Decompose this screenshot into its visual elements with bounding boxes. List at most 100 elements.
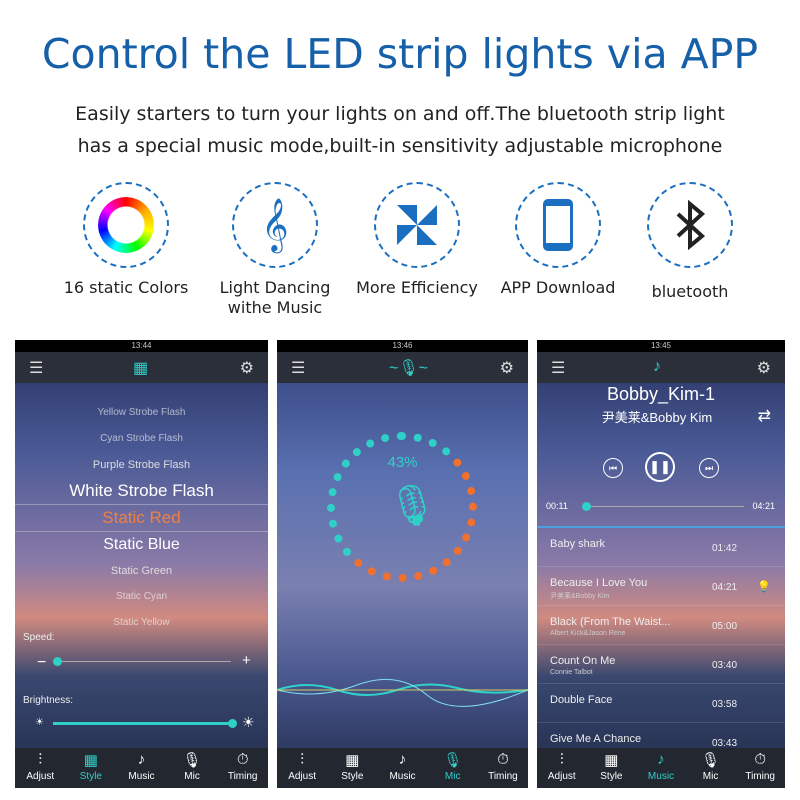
color-ring-icon xyxy=(98,197,154,253)
feature-colors: 16 static Colors xyxy=(56,182,196,298)
style-option[interactable]: White Strobe Flash xyxy=(69,481,214,500)
song-title: Because I Love You xyxy=(550,577,648,589)
music-icon: ♪ xyxy=(653,358,661,375)
song-title: Double Face xyxy=(550,694,613,706)
song-row[interactable]: Black (From The Waist... Albert Kick&Jas… xyxy=(537,606,785,645)
tab-bar: ⫶ Adjust ▦ Style ♪ Music 🎙 Mic ⏱ Timing xyxy=(277,748,528,788)
pinwheel-icon xyxy=(397,205,437,245)
tab-adjust[interactable]: ⫶ Adjust xyxy=(537,748,587,788)
mic-level-value: 43% xyxy=(387,454,418,471)
style-option[interactable]: Cyan Strobe Flash xyxy=(100,433,183,444)
brightness-high-icon: ☀ xyxy=(242,714,255,730)
pause-button[interactable]: ❚❚ xyxy=(645,452,675,482)
tab-bar: ⫶ Adjust ▦ Style ♪ Music 🎙 Mic ⏱ Timing xyxy=(537,748,785,788)
next-button[interactable]: ⏭ xyxy=(699,458,719,478)
style-option[interactable]: Static Blue xyxy=(103,536,180,553)
microphone-icon[interactable]: 🎙 xyxy=(387,484,438,528)
tab-mic[interactable]: 🎙 Mic xyxy=(686,748,736,788)
tab-mic[interactable]: 🎙 Mic xyxy=(428,748,478,788)
song-artist: 尹美莱&Bobby Kim xyxy=(550,593,610,600)
tab-bar: ⫶ Adjust ▦ Style ♪ Music 🎙 Mic ⏱ Timing xyxy=(15,748,268,788)
music-icon: ♪ xyxy=(657,751,665,768)
tab-music[interactable]: ♪ Music xyxy=(377,748,427,788)
tab-adjust[interactable]: ⫶ Adjust xyxy=(277,748,327,788)
brightness-thumb[interactable] xyxy=(228,719,237,728)
menu-icon[interactable]: ☰ xyxy=(291,360,306,377)
tab-mic[interactable]: 🎙 Mic xyxy=(167,748,218,788)
timer-icon: ⏱ xyxy=(236,751,249,768)
gear-icon[interactable]: ⚙ xyxy=(499,360,514,377)
song-title: Black (From The Waist... xyxy=(550,616,671,628)
tab-timing[interactable]: ⏱ Timing xyxy=(478,748,528,788)
grid-icon: ▦ xyxy=(345,752,360,769)
feature-efficiency: More Efficiency xyxy=(347,182,487,298)
mic-icon: 🎙 xyxy=(701,752,721,769)
gear-icon[interactable]: ⚙ xyxy=(239,360,254,377)
sliders-icon: ⫶ xyxy=(38,751,43,768)
progress-slider[interactable] xyxy=(582,502,744,511)
page-title: Control the LED strip lights via APP xyxy=(41,30,759,78)
speed-slider[interactable] xyxy=(53,657,231,666)
style-option[interactable]: Static Green xyxy=(110,565,173,577)
tab-music[interactable]: ♪ Music xyxy=(636,748,686,788)
song-artist: Albert Kick&Jason Rene xyxy=(550,630,626,637)
tab-music[interactable]: ♪ Music xyxy=(116,748,167,788)
song-title: Count On Me xyxy=(550,655,616,667)
feature-music: 𝄞 Light Dancing withe Music xyxy=(205,182,345,318)
tab-style[interactable]: ▦ Style xyxy=(327,748,377,788)
music-note-icon: 𝄞 xyxy=(261,198,289,250)
song-duration: 04:21 xyxy=(712,582,738,593)
menu-icon[interactable]: ☰ xyxy=(29,360,44,377)
speed-thumb[interactable] xyxy=(53,657,62,666)
now-playing-title: Bobby_Kim-1 xyxy=(606,384,716,404)
brightness-slider[interactable] xyxy=(53,719,237,728)
smartphone-icon xyxy=(543,199,573,251)
grid-icon: ▦ xyxy=(604,752,619,769)
feature-app: APP Download xyxy=(488,182,628,298)
brightness-label: Brightness: xyxy=(23,695,74,706)
music-icon: ♪ xyxy=(398,751,407,768)
grid-icon: ▦ xyxy=(133,360,149,377)
sliders-icon: ⫶ xyxy=(300,751,304,768)
tab-timing[interactable]: ⏱ Timing xyxy=(735,748,785,788)
mic-icon: ~🎙~ xyxy=(389,360,428,377)
song-row[interactable]: Baby shark 01:42 xyxy=(537,528,785,567)
style-option[interactable]: Purple Strobe Flash xyxy=(92,459,191,471)
style-picker[interactable]: Yellow Strobe Flash Cyan Strobe Flash Pu… xyxy=(15,400,268,636)
menu-icon[interactable]: ☰ xyxy=(551,360,566,377)
status-bar: 13:45 xyxy=(537,340,785,352)
speed-plus[interactable]: + xyxy=(242,652,251,669)
song-title: Baby shark xyxy=(550,538,606,550)
phone-music-screen: 13:45 ☰ ♪ ⚙ Bobby_Kim-1 尹美莱&Bobby Kim ⇄ ⏮ … xyxy=(537,340,785,788)
tab-style[interactable]: ▦ Style xyxy=(587,748,637,788)
speed-minus[interactable]: − xyxy=(37,654,47,671)
song-row[interactable]: Count On Me Connie Talbot 03:40 xyxy=(537,645,785,684)
status-bar: 13:44 xyxy=(15,340,268,352)
sound-wave xyxy=(277,678,528,707)
repeat-icon[interactable]: ⇄ xyxy=(757,408,771,425)
style-option[interactable]: Static Cyan xyxy=(115,591,168,602)
phone-mic-screen: 13:46 ☰ ~🎙~ ⚙ 43% 🎙 ⫶ Adjust ▦ Style ♪ Music … xyxy=(277,340,528,788)
sliders-icon: ⫶ xyxy=(559,751,564,768)
song-artist: Connie Talbot xyxy=(550,669,593,676)
song-duration: 03:43 xyxy=(712,738,738,749)
page-subtitle: Easily starters to turn your lights on a… xyxy=(75,103,725,157)
tab-adjust[interactable]: ⫶ Adjust xyxy=(15,748,66,788)
phone-style-screen: 13:44 ☰ ▦ ⚙ Yellow Strobe Flash Cyan Strob… xyxy=(15,340,268,788)
mic-level-ring xyxy=(327,432,477,582)
style-option-selected[interactable]: Static Red xyxy=(15,504,268,532)
song-row[interactable]: Double Face 03:58 xyxy=(537,684,785,723)
timer-icon: ⏱ xyxy=(497,751,509,768)
mic-icon: 🎙 xyxy=(182,752,202,769)
progress-thumb[interactable] xyxy=(582,502,591,511)
song-duration: 05:00 xyxy=(712,621,738,632)
tab-timing[interactable]: ⏱ Timing xyxy=(217,748,268,788)
gear-icon[interactable]: ⚙ xyxy=(756,360,771,377)
style-option[interactable]: Static Yellow xyxy=(113,617,170,628)
previous-button[interactable]: ⏮ xyxy=(603,458,623,478)
style-option[interactable]: Yellow Strobe Flash xyxy=(97,407,186,418)
tab-style[interactable]: ▦ Style xyxy=(66,748,117,788)
bluetooth-icon xyxy=(676,200,706,250)
brightness-low-icon: ☀ xyxy=(35,717,44,728)
song-row[interactable]: Because I Love You 尹美莱&Bobby Kim 04:21 💡 xyxy=(537,567,785,606)
